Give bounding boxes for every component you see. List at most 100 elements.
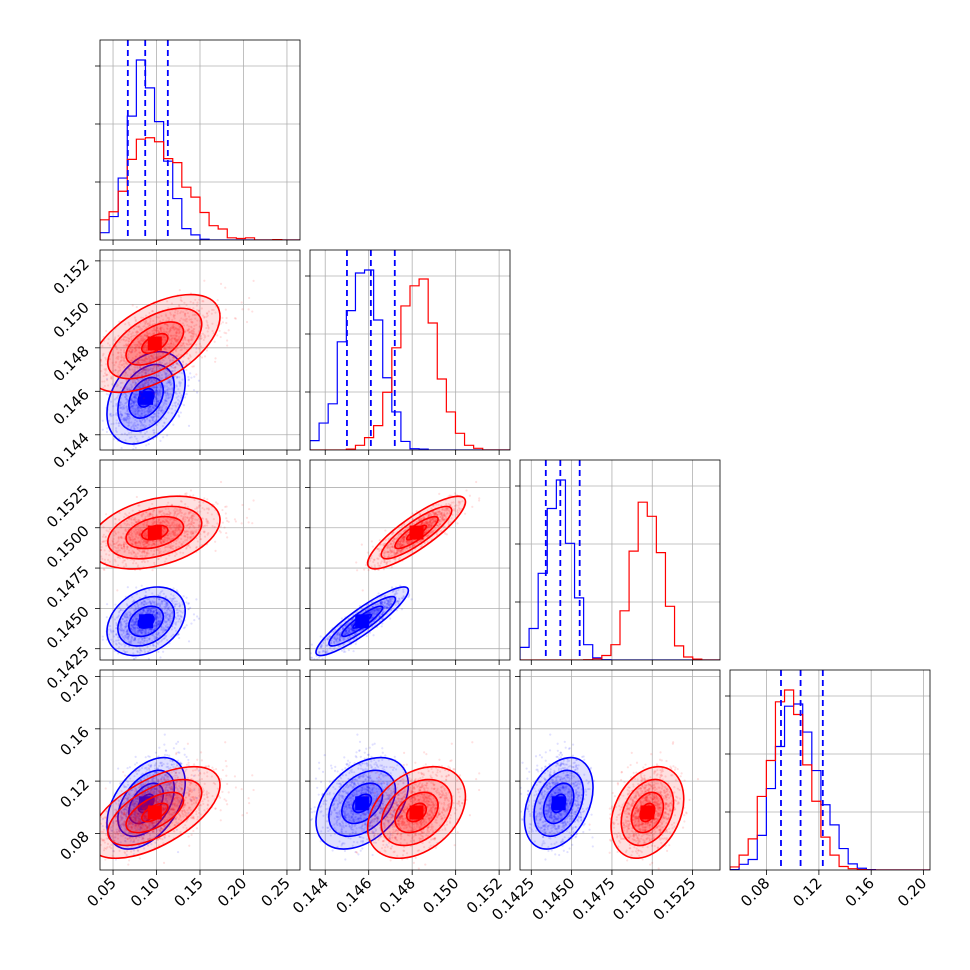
scatter-point: [107, 419, 111, 422]
scatter-point: [143, 420, 146, 424]
scatter-point: [189, 335, 192, 338]
scatter-point: [142, 384, 145, 387]
scatter-point: [172, 328, 176, 331]
scatter-point: [183, 313, 186, 317]
scatter-point: [134, 343, 137, 346]
scatter-point: [180, 310, 183, 313]
scatter-point: [184, 312, 187, 315]
scatter-point: [155, 389, 158, 392]
scatter-point: [198, 325, 201, 328]
scatter-point: [127, 419, 131, 423]
scatter-point: [145, 334, 148, 337]
scatter-point: [142, 397, 146, 400]
scatter-point: [122, 366, 126, 369]
scatter-point: [169, 327, 172, 330]
scatter-point: [187, 375, 190, 379]
y-tick-label: 0.152: [50, 255, 93, 298]
scatter-point: [158, 598, 161, 601]
scatter-point: [160, 377, 164, 380]
density-peak: [139, 614, 154, 629]
scatter-point: [176, 355, 179, 358]
scatter-point: [117, 636, 120, 639]
scatter-point: [144, 419, 147, 423]
scatter-point: [187, 357, 190, 360]
scatter-point: [140, 383, 144, 386]
scatter-point: [175, 331, 178, 334]
scatter-point: [129, 427, 133, 430]
scatter-point: [141, 370, 144, 373]
scatter-point: [133, 407, 137, 410]
scatter-point: [126, 380, 129, 383]
scatter-point: [124, 371, 128, 374]
scatter-point: [155, 389, 158, 392]
scatter-point: [147, 607, 150, 610]
scatter-point: [125, 344, 128, 348]
scatter-point: [206, 324, 209, 327]
scatter-point: [172, 351, 175, 354]
scatter-point: [156, 401, 159, 404]
scatter-point: [175, 362, 178, 365]
scatter-point: [227, 329, 230, 332]
scatter-point: [113, 364, 116, 367]
scatter-point: [149, 411, 152, 414]
scatter-point: [145, 348, 148, 352]
scatter-point: [151, 329, 154, 333]
scatter-point: [164, 373, 167, 376]
scatter-point: [156, 329, 159, 333]
scatter-point: [149, 320, 152, 323]
scatter-point: [152, 431, 155, 435]
scatter-point: [145, 379, 148, 382]
scatter-point: [162, 650, 165, 653]
scatter-point: [202, 300, 205, 303]
scatter-point: [144, 370, 147, 373]
scatter-point: [146, 610, 150, 613]
scatter-point: [141, 339, 144, 342]
scatter-point: [172, 325, 175, 328]
scatter-point: [160, 410, 163, 413]
scatter-point: [180, 344, 183, 347]
scatter-point: [187, 328, 190, 331]
scatter-point: [145, 430, 148, 433]
scatter-point: [191, 320, 194, 324]
scatter-point: [125, 418, 128, 421]
scatter-point: [166, 332, 170, 335]
scatter-point: [154, 395, 157, 399]
scatter-point: [136, 409, 139, 412]
scatter-point: [163, 392, 167, 395]
scatter-point: [130, 421, 133, 424]
scatter-point: [136, 357, 140, 360]
scatter-point: [143, 334, 147, 337]
scatter-point: [310, 643, 313, 646]
scatter-point: [115, 357, 118, 360]
scatter-point: [168, 378, 171, 381]
scatter-point: [145, 335, 148, 338]
scatter-point: [115, 633, 118, 636]
scatter-point: [126, 417, 129, 420]
scatter-point: [137, 410, 140, 413]
scatter-point: [119, 401, 122, 404]
scatter-point: [226, 519, 229, 522]
scatter-point: [119, 406, 123, 409]
scatter-point: [139, 341, 142, 344]
scatter-point: [125, 406, 128, 409]
scatter-point: [168, 362, 171, 365]
scatter-point: [104, 358, 108, 361]
scatter-point: [127, 340, 131, 343]
scatter-point: [148, 378, 151, 381]
scatter-point: [187, 379, 190, 382]
panel-content: [97, 460, 300, 660]
scatter-point: [157, 329, 160, 332]
scatter-point: [219, 282, 223, 285]
scatter-point: [145, 381, 148, 384]
scatter-point: [162, 347, 166, 351]
scatter-point: [134, 381, 137, 385]
scatter-point: [152, 332, 155, 335]
scatter-point: [181, 339, 185, 342]
scatter-point: [155, 329, 158, 332]
scatter-point: [132, 380, 135, 384]
scatter-point: [165, 368, 168, 371]
scatter-point: [144, 359, 147, 362]
scatter-point: [156, 414, 159, 417]
scatter-point: [97, 547, 99, 549]
scatter-point: [199, 337, 203, 341]
